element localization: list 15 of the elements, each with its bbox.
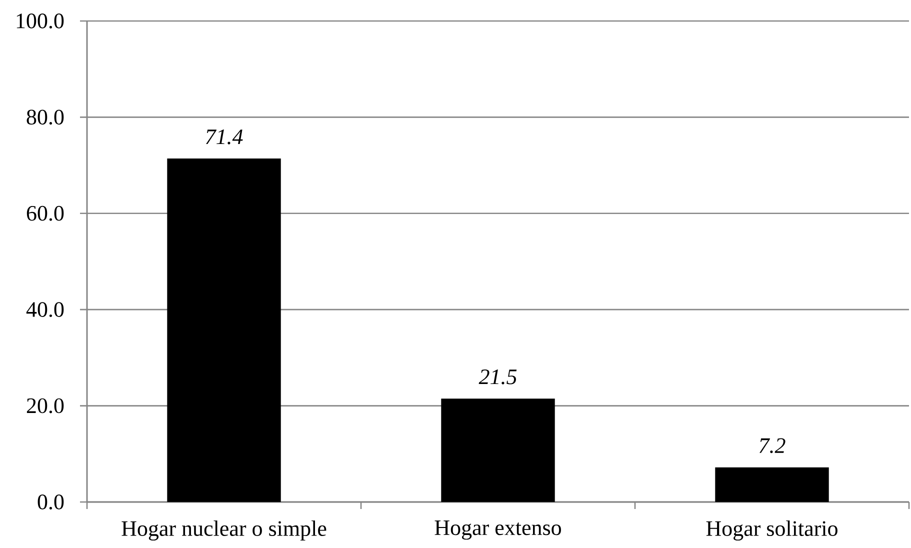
data-label: 7.2	[760, 438, 786, 454]
x-tick-label: Hogar solitario	[706, 520, 838, 541]
bar	[167, 158, 281, 502]
x-tick-label: Hogar extenso	[434, 520, 561, 540]
y-tick-label: 100.0	[16, 14, 64, 28]
bar	[441, 398, 555, 502]
y-tick-label: 80.0	[26, 110, 64, 125]
y-tick-label: 0.0	[38, 494, 64, 510]
data-label: 71.4	[206, 130, 243, 144]
y-tick-label: 40.0	[26, 302, 64, 318]
y-tick-label: 20.0	[26, 398, 64, 414]
data-label: 21.5	[478, 369, 517, 384]
bar	[715, 467, 829, 502]
y-tick-label: 60.0	[26, 206, 64, 221]
x-tick-label: Hogar nuclear o simple	[122, 520, 326, 541]
